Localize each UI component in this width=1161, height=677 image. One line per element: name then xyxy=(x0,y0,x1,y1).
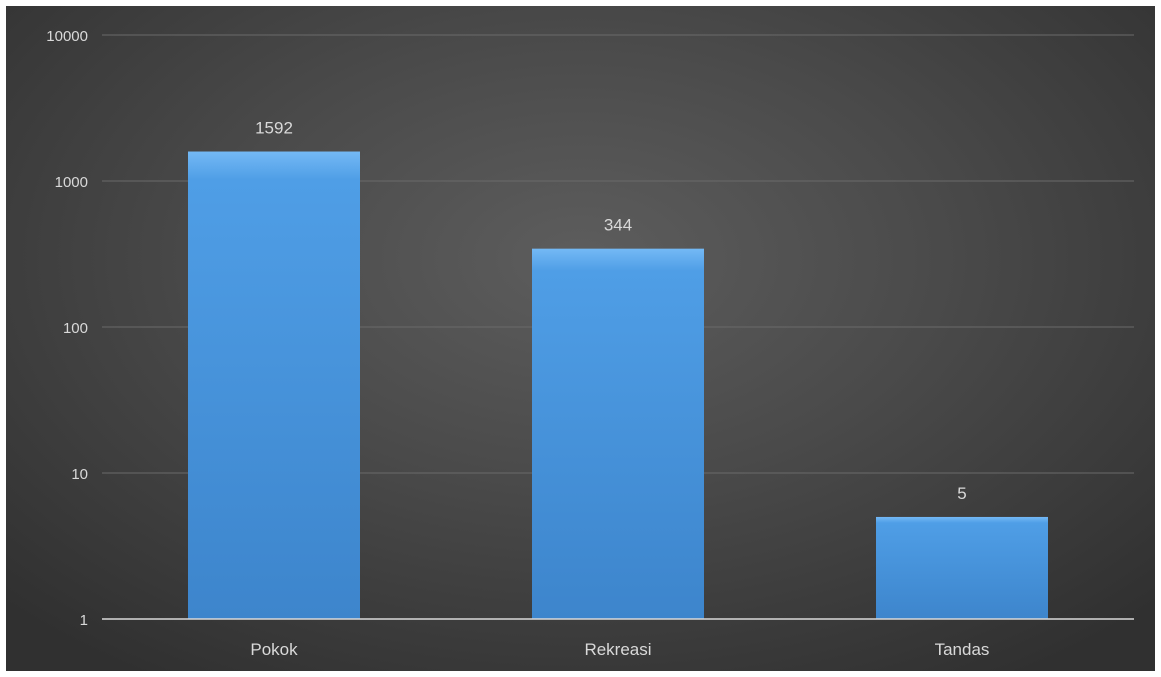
bar-chart: 1 10 100 1000 10000 1592 Pokok 344 Rekreasi 5 Tand… xyxy=(46,28,1134,659)
bars xyxy=(188,151,1048,620)
x-tick-label: Pokok xyxy=(250,640,298,659)
data-label: 344 xyxy=(604,216,632,235)
y-tick-label: 1 xyxy=(80,612,88,629)
labels: 1 10 100 1000 10000 1592 Pokok 344 Rekreasi 5 Tand… xyxy=(46,28,989,659)
y-tick-label: 1000 xyxy=(55,174,88,191)
x-tick-label: Rekreasi xyxy=(584,640,651,659)
bar-rekreasi xyxy=(532,248,704,619)
y-tick-label: 10 xyxy=(71,466,88,483)
y-tick-label: 10000 xyxy=(46,28,88,45)
data-label: 1592 xyxy=(255,119,293,138)
y-tick-label: 100 xyxy=(63,320,88,337)
x-tick-label: Tandas xyxy=(935,640,990,659)
data-label: 5 xyxy=(957,484,966,503)
bar-pokok xyxy=(188,151,360,620)
bar-tandas xyxy=(876,516,1048,619)
chart-area: 1 10 100 1000 10000 1592 Pokok 344 Rekreasi 5 Tand… xyxy=(6,6,1155,671)
